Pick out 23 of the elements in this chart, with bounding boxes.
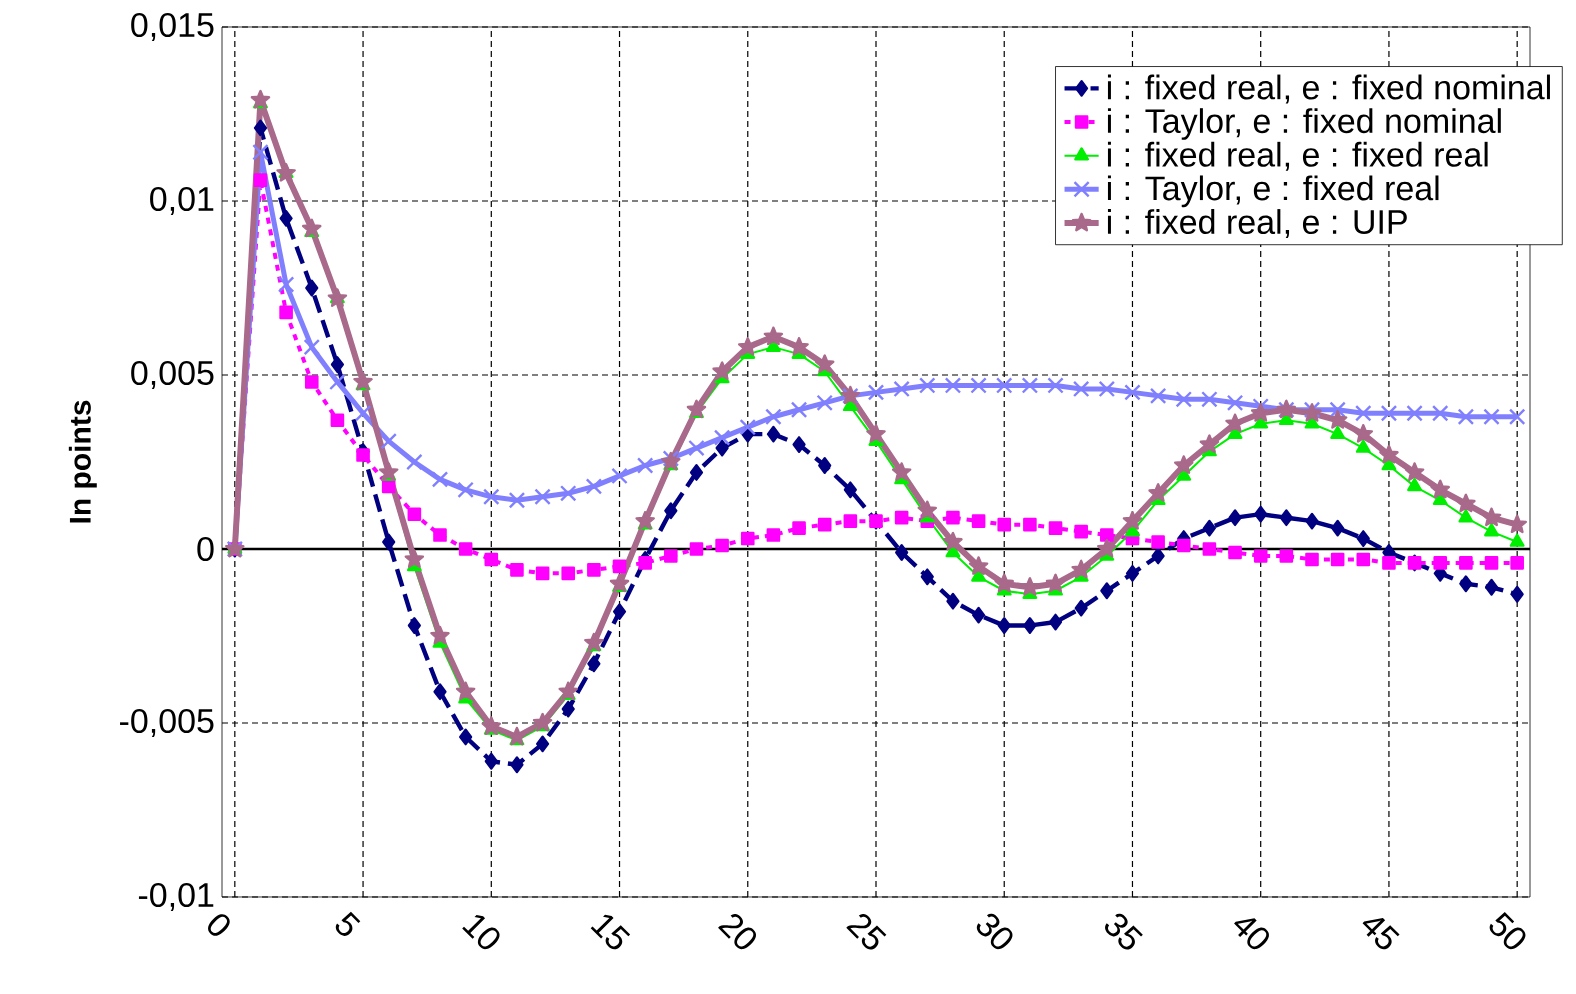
x-tick-label: 50 <box>1489 912 1526 950</box>
x-tick-label: 35 <box>1105 913 1143 950</box>
x-tick-label: 5 <box>335 911 361 936</box>
legend-label: i : fixed real, e : fixed nominal <box>1107 74 1550 104</box>
x-tick-label: 25 <box>846 913 887 950</box>
y-axis-title: In points <box>68 400 97 523</box>
y-tick-label: 0,015 <box>131 12 214 42</box>
x-tick-label: 15 <box>590 914 631 950</box>
x-tick-label: 40 <box>1234 918 1269 950</box>
x-tick-label: 0 <box>208 914 230 936</box>
legend-label: i : Taylor, e : fixed nominal <box>1107 108 1501 140</box>
x-tick-label: 10 <box>462 915 500 950</box>
x-tick-label: 20 <box>718 913 757 950</box>
legend-label: i : Taylor, e : fixed real <box>1107 175 1439 208</box>
y-tick-label: 0,01 <box>150 186 214 216</box>
x-tick-label: 45 <box>1362 917 1400 950</box>
y-tick-label: 0 <box>197 536 214 562</box>
legend-label: i : fixed real, e : fixed real <box>1107 141 1488 171</box>
x-tick-label: 30 <box>976 913 1013 950</box>
y-tick-label: 0,005 <box>131 360 214 390</box>
y-tick-label: -0,01 <box>138 882 214 912</box>
y-tick-label: -0,005 <box>120 708 214 738</box>
legend-label: i : fixed real, e : UIP <box>1107 209 1407 239</box>
